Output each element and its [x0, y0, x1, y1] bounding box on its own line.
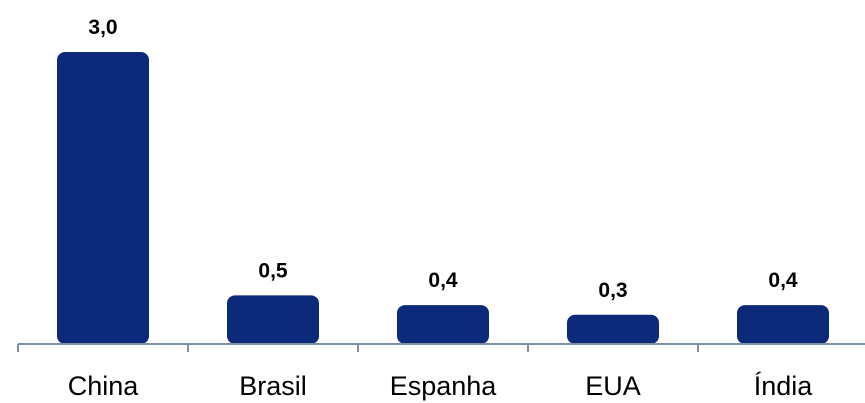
value-label: 0,5 — [258, 259, 288, 282]
bar-espanha — [397, 305, 489, 344]
bars-layer — [57, 52, 829, 344]
category-label: Índia — [754, 371, 814, 401]
x-axis-ticks — [17, 344, 699, 352]
category-label: Espanha — [390, 371, 498, 401]
category-label: China — [68, 371, 140, 401]
category-labels: China Brasil Espanha EUA Índia — [68, 371, 814, 401]
bar-china — [57, 52, 149, 344]
bar-eua — [567, 314, 659, 344]
category-label: EUA — [585, 371, 641, 401]
value-label: 3,0 — [88, 16, 117, 39]
value-label: 0,4 — [428, 269, 458, 292]
category-label: Brasil — [239, 371, 307, 401]
value-label: 0,4 — [768, 269, 798, 292]
bar-brasil — [227, 295, 319, 344]
value-labels: 3,0 0,5 0,4 0,3 0,4 — [88, 16, 798, 302]
value-label: 0,3 — [598, 279, 627, 302]
bar-índia — [737, 305, 829, 344]
